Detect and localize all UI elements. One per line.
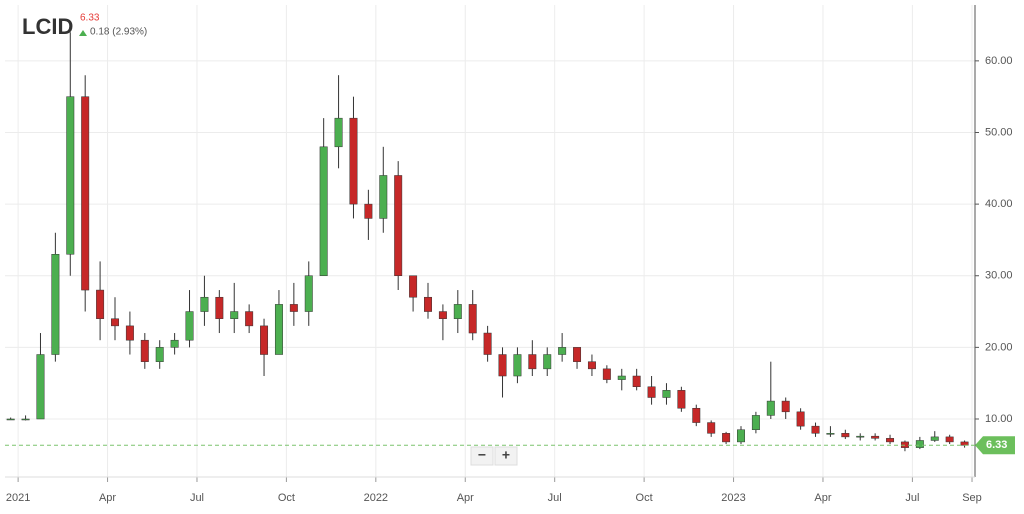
candle-body [289, 304, 298, 312]
last-price: 6.33 [80, 13, 100, 24]
candle-body [66, 96, 75, 255]
y-tick-label: 40.00 [985, 198, 1013, 210]
candle-body [185, 311, 194, 341]
x-tick-label: Jul [190, 492, 204, 504]
candle-body [960, 441, 969, 446]
up-arrow [79, 30, 87, 36]
x-tick-label: Oct [278, 492, 295, 504]
x-tick-label: Apr [814, 492, 831, 504]
x-tick-label: 2022 [364, 492, 388, 504]
candle-body [274, 304, 283, 355]
candle-body [349, 117, 358, 205]
candle-body [334, 117, 343, 148]
candle-body [424, 296, 432, 312]
zoom-out-label[interactable]: − [478, 447, 486, 463]
x-tick-label: Oct [636, 492, 653, 504]
candle-body [766, 400, 775, 416]
candle-body [617, 375, 626, 380]
zoom-controls: − + [470, 446, 518, 466]
candle-body [930, 436, 939, 441]
candle-body [319, 146, 328, 276]
candle-body [587, 361, 596, 370]
x-tick-label: 2021 [6, 492, 30, 504]
candle-body [51, 254, 60, 355]
candle-body [692, 407, 701, 423]
candle-body [900, 441, 909, 448]
candle-body [379, 175, 388, 219]
candle-body [200, 296, 209, 312]
y-tick-label: 60.00 [985, 55, 1013, 67]
x-tick-label: Jul [905, 492, 919, 504]
candle-body [781, 400, 790, 413]
candle-body [513, 354, 522, 377]
candle-body [871, 435, 880, 439]
candle-body [826, 433, 835, 435]
candle-body [111, 318, 119, 327]
candle-body [558, 347, 567, 355]
candle-body [394, 175, 403, 276]
candle-body [498, 354, 507, 377]
last-price-tag [975, 436, 1015, 455]
last-price-tag-label: 6.33 [986, 439, 1007, 451]
candle-body [528, 354, 537, 370]
candle-body [886, 438, 895, 443]
x-tick-label: Jul [548, 492, 562, 504]
candle-body [662, 390, 671, 398]
candle-body [409, 275, 418, 298]
candle-body [364, 203, 373, 219]
candle-body [6, 418, 15, 421]
x-tick-label: Apr [457, 492, 474, 504]
y-tick-label: 10.00 [985, 413, 1013, 425]
candle-body [438, 311, 447, 319]
candle-body [632, 375, 641, 388]
candle-body [751, 415, 760, 430]
candle-body [796, 411, 805, 427]
candle-body [215, 296, 224, 319]
candle-body [811, 425, 820, 434]
ticker: LCID [22, 14, 73, 39]
candle-body [21, 418, 30, 421]
candle-body [737, 429, 745, 443]
candles [6, 32, 969, 452]
candle-body [915, 440, 924, 448]
candle-body [170, 339, 179, 348]
overlay: 6.33 [5, 436, 1015, 455]
candle-body [856, 435, 865, 438]
zoom-out-button[interactable] [470, 446, 494, 466]
x-tick-label: 2023 [721, 492, 745, 504]
x-tick-label: Apr [99, 492, 116, 504]
candle-body [453, 304, 462, 319]
candle-body [468, 304, 477, 334]
candle-body [230, 311, 239, 319]
x-tick-label: Sep [962, 492, 982, 504]
candle-body [125, 325, 134, 341]
zoom-in-label[interactable]: + [502, 447, 510, 463]
candle-body [155, 347, 164, 362]
candle-body [602, 368, 611, 380]
candle-body [841, 433, 850, 438]
candle-body [36, 354, 45, 420]
candle-body [722, 433, 731, 443]
y-tick-label: 20.00 [985, 341, 1013, 353]
candle-body [245, 311, 254, 327]
candle-body [483, 332, 492, 355]
price-change: 0.18 (2.93%) [90, 27, 147, 38]
candle-body [677, 390, 686, 409]
zoom-in-button[interactable] [494, 446, 518, 466]
grid: 10.00 20.00 30.00 40.00 50.00 60.00 2021 Apr Jul… [5, 5, 1013, 504]
candle-body [260, 325, 269, 355]
y-tick-label: 30.00 [985, 270, 1013, 282]
candle-body [573, 347, 582, 362]
candle-body [304, 275, 313, 312]
candle-body [96, 289, 105, 319]
candle-body [647, 386, 656, 398]
candle-body [81, 96, 90, 291]
candle-body [707, 422, 716, 434]
candle-body [140, 339, 149, 362]
candle-body [945, 436, 954, 443]
y-tick-label: 50.00 [985, 126, 1013, 138]
candle-body [543, 354, 552, 370]
